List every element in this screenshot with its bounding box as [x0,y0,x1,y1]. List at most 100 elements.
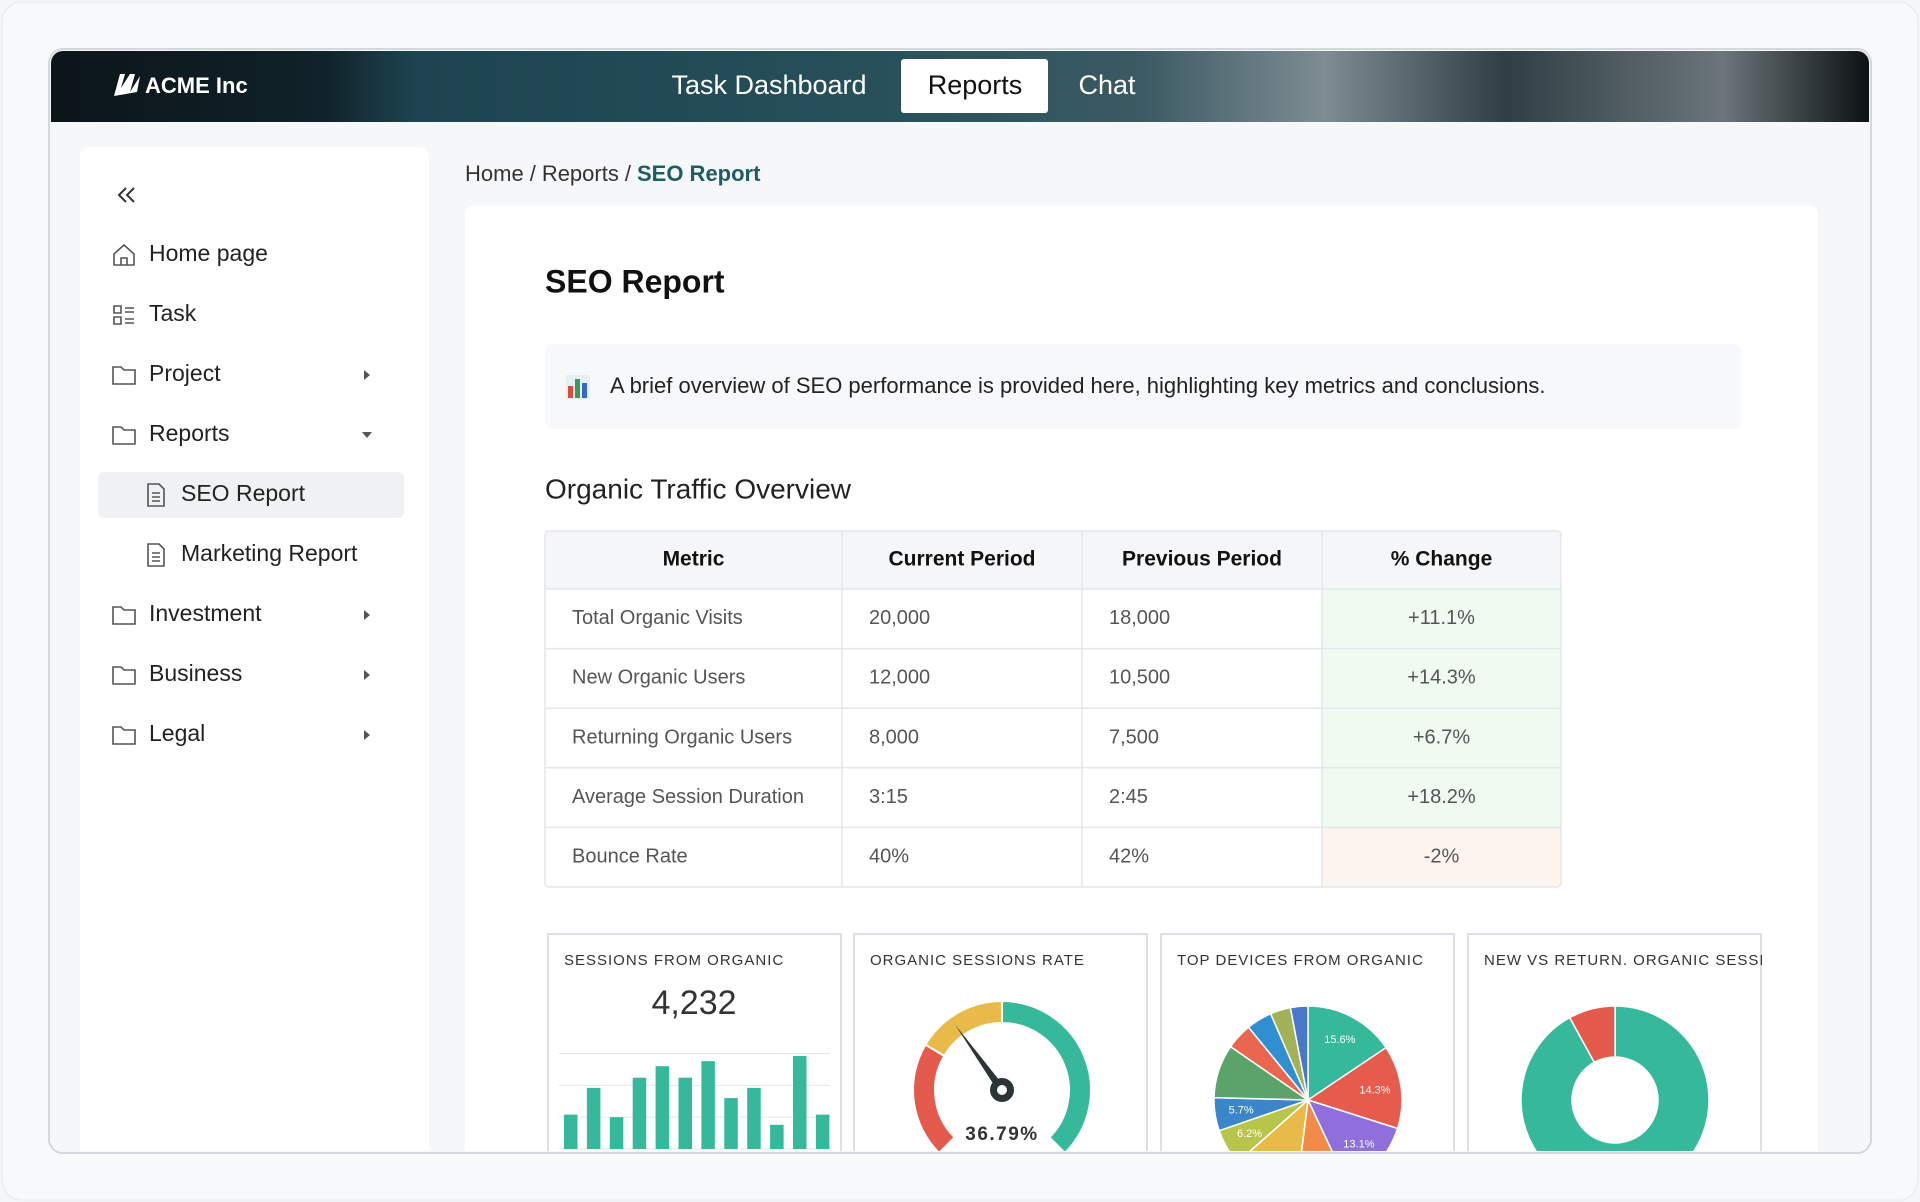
folder-icon [112,726,136,745]
nav-item[interactable]: Task Dashboard [671,70,866,100]
bar [678,1077,692,1149]
page-title: SEO Report [545,263,725,299]
widget: NEW VS RETURN. ORGANIC SESSIONS [1467,933,1800,1151]
sidebar-item[interactable]: Home page [149,240,268,266]
table-cell: New Organic Users [572,667,745,689]
sidebar-active-bg [98,472,404,518]
sidebar-subitem[interactable]: Marketing Report [181,540,358,566]
pie-slice [1236,1098,1309,1151]
widget-title: NEW VS RETURN. ORGANIC SESSIONS [1484,952,1800,969]
caret-right [364,610,370,620]
breadcrumb-item[interactable]: Home [465,161,524,186]
folder-icon [112,426,136,445]
folder-icon [112,606,136,625]
table-cell: Bounce Rate [572,845,688,867]
widget-title: TOP DEVICES FROM ORGANIC [1177,952,1424,969]
widget: ORGANIC SESSIONS RATE 36.79% [853,933,1148,1151]
folder-shape [112,666,136,685]
folder-shape [112,606,136,625]
sidebar-subitem[interactable]: SEO Report [181,480,306,506]
change-cell-bg [1322,648,1561,709]
table-cell: 8,000 [869,726,919,748]
table-border [544,530,1562,888]
nav-active-bg [901,59,1048,113]
content: ACME Inc Task Dashboard Reports Chat Home pa… [98,59,1800,1151]
table-cell: Total Organic Visits [572,607,743,629]
table-header: Previous Period [1122,548,1282,571]
sidebar [80,147,429,1151]
table-cell: 2:45 [1109,786,1148,808]
bar [701,1061,715,1149]
sidebar-item[interactable]: Legal [149,720,205,746]
sidebar-item[interactable]: Business [149,660,242,686]
caret-down [362,432,372,438]
sidebar-item[interactable]: Task [149,300,197,326]
table-cell: 3:15 [869,786,908,808]
pie-slice [1306,1046,1403,1130]
breadcrumb-item[interactable]: Reports [542,161,619,186]
callout-icon [566,375,590,399]
slice-label: 13.1% [1343,1139,1374,1151]
change-cell-bg [1322,589,1561,649]
slice-label: 15.6% [1324,1034,1355,1046]
gauge-hub-inner [997,1085,1007,1095]
icon-bar [582,383,587,398]
folder-shape [112,426,136,445]
table-cell: Returning Organic Users [572,726,792,748]
widget-title: SESSIONS FROM ORGANIC [564,952,784,969]
nav-item[interactable]: Chat [1078,70,1136,100]
sidebar-item[interactable]: Investment [149,600,262,626]
table-cell: 7,500 [1109,726,1159,748]
widget-border [853,933,1148,1151]
nav-item[interactable]: Reports [928,70,1023,100]
kpi-value: 4,232 [651,984,736,1022]
gauge-band [1001,999,1093,1151]
bar [655,1066,670,1149]
breadcrumb: Home / Reports / SEO Report [465,161,761,186]
icon-bar [575,379,580,398]
doc-icon [147,483,165,507]
collapse-button[interactable] [117,187,135,203]
task-shape [113,305,134,325]
table-cell: Average Session Duration [572,786,804,808]
widget: TOP DEVICES FROM ORGANIC 15.6% 14.3% 13.1% 6… [1160,933,1455,1151]
intro-text: A brief overview of SEO performance is p… [610,373,1545,398]
table-cell: 10,500 [1109,667,1170,689]
bar [815,1114,830,1149]
slice-label: 5.7% [1229,1104,1254,1116]
bar [747,1087,761,1149]
table-cell: +18.2% [1407,786,1476,808]
bar [793,1056,807,1149]
sidebar-item[interactable]: Project [149,360,221,386]
pie-slice [1289,1005,1309,1101]
bar [632,1077,647,1149]
section-title: Organic Traffic Overview [545,473,852,504]
donut-slice [1520,1005,1710,1151]
doc-icon [147,543,165,567]
task-icon [113,305,134,325]
change-cell-bg [1322,708,1561,768]
pie-slice [1307,1005,1388,1102]
slice-label: 14.3% [1359,1084,1390,1096]
logo-text: ACME Inc [145,73,248,98]
table-cell: +6.7% [1413,726,1470,748]
bar [586,1087,601,1149]
folder-shape [112,366,136,385]
bar [724,1098,738,1149]
folder-shape [112,726,136,745]
donut-slice [1568,1005,1616,1064]
bar [609,1117,624,1149]
bar [770,1124,784,1149]
folder-icon [112,666,136,685]
bar [564,1114,578,1149]
table-cell: 18,000 [1109,607,1170,629]
table-cell: 20,000 [869,607,930,629]
gauge-needle [955,1025,1006,1093]
home-shape [113,243,135,266]
slice-label: 6.2% [1237,1128,1262,1140]
sidebar-item[interactable]: Reports [149,420,230,446]
app: ACME Inc Task Dashboard Reports Chat Home pa… [51,51,1869,1151]
logo-icon [114,74,140,96]
